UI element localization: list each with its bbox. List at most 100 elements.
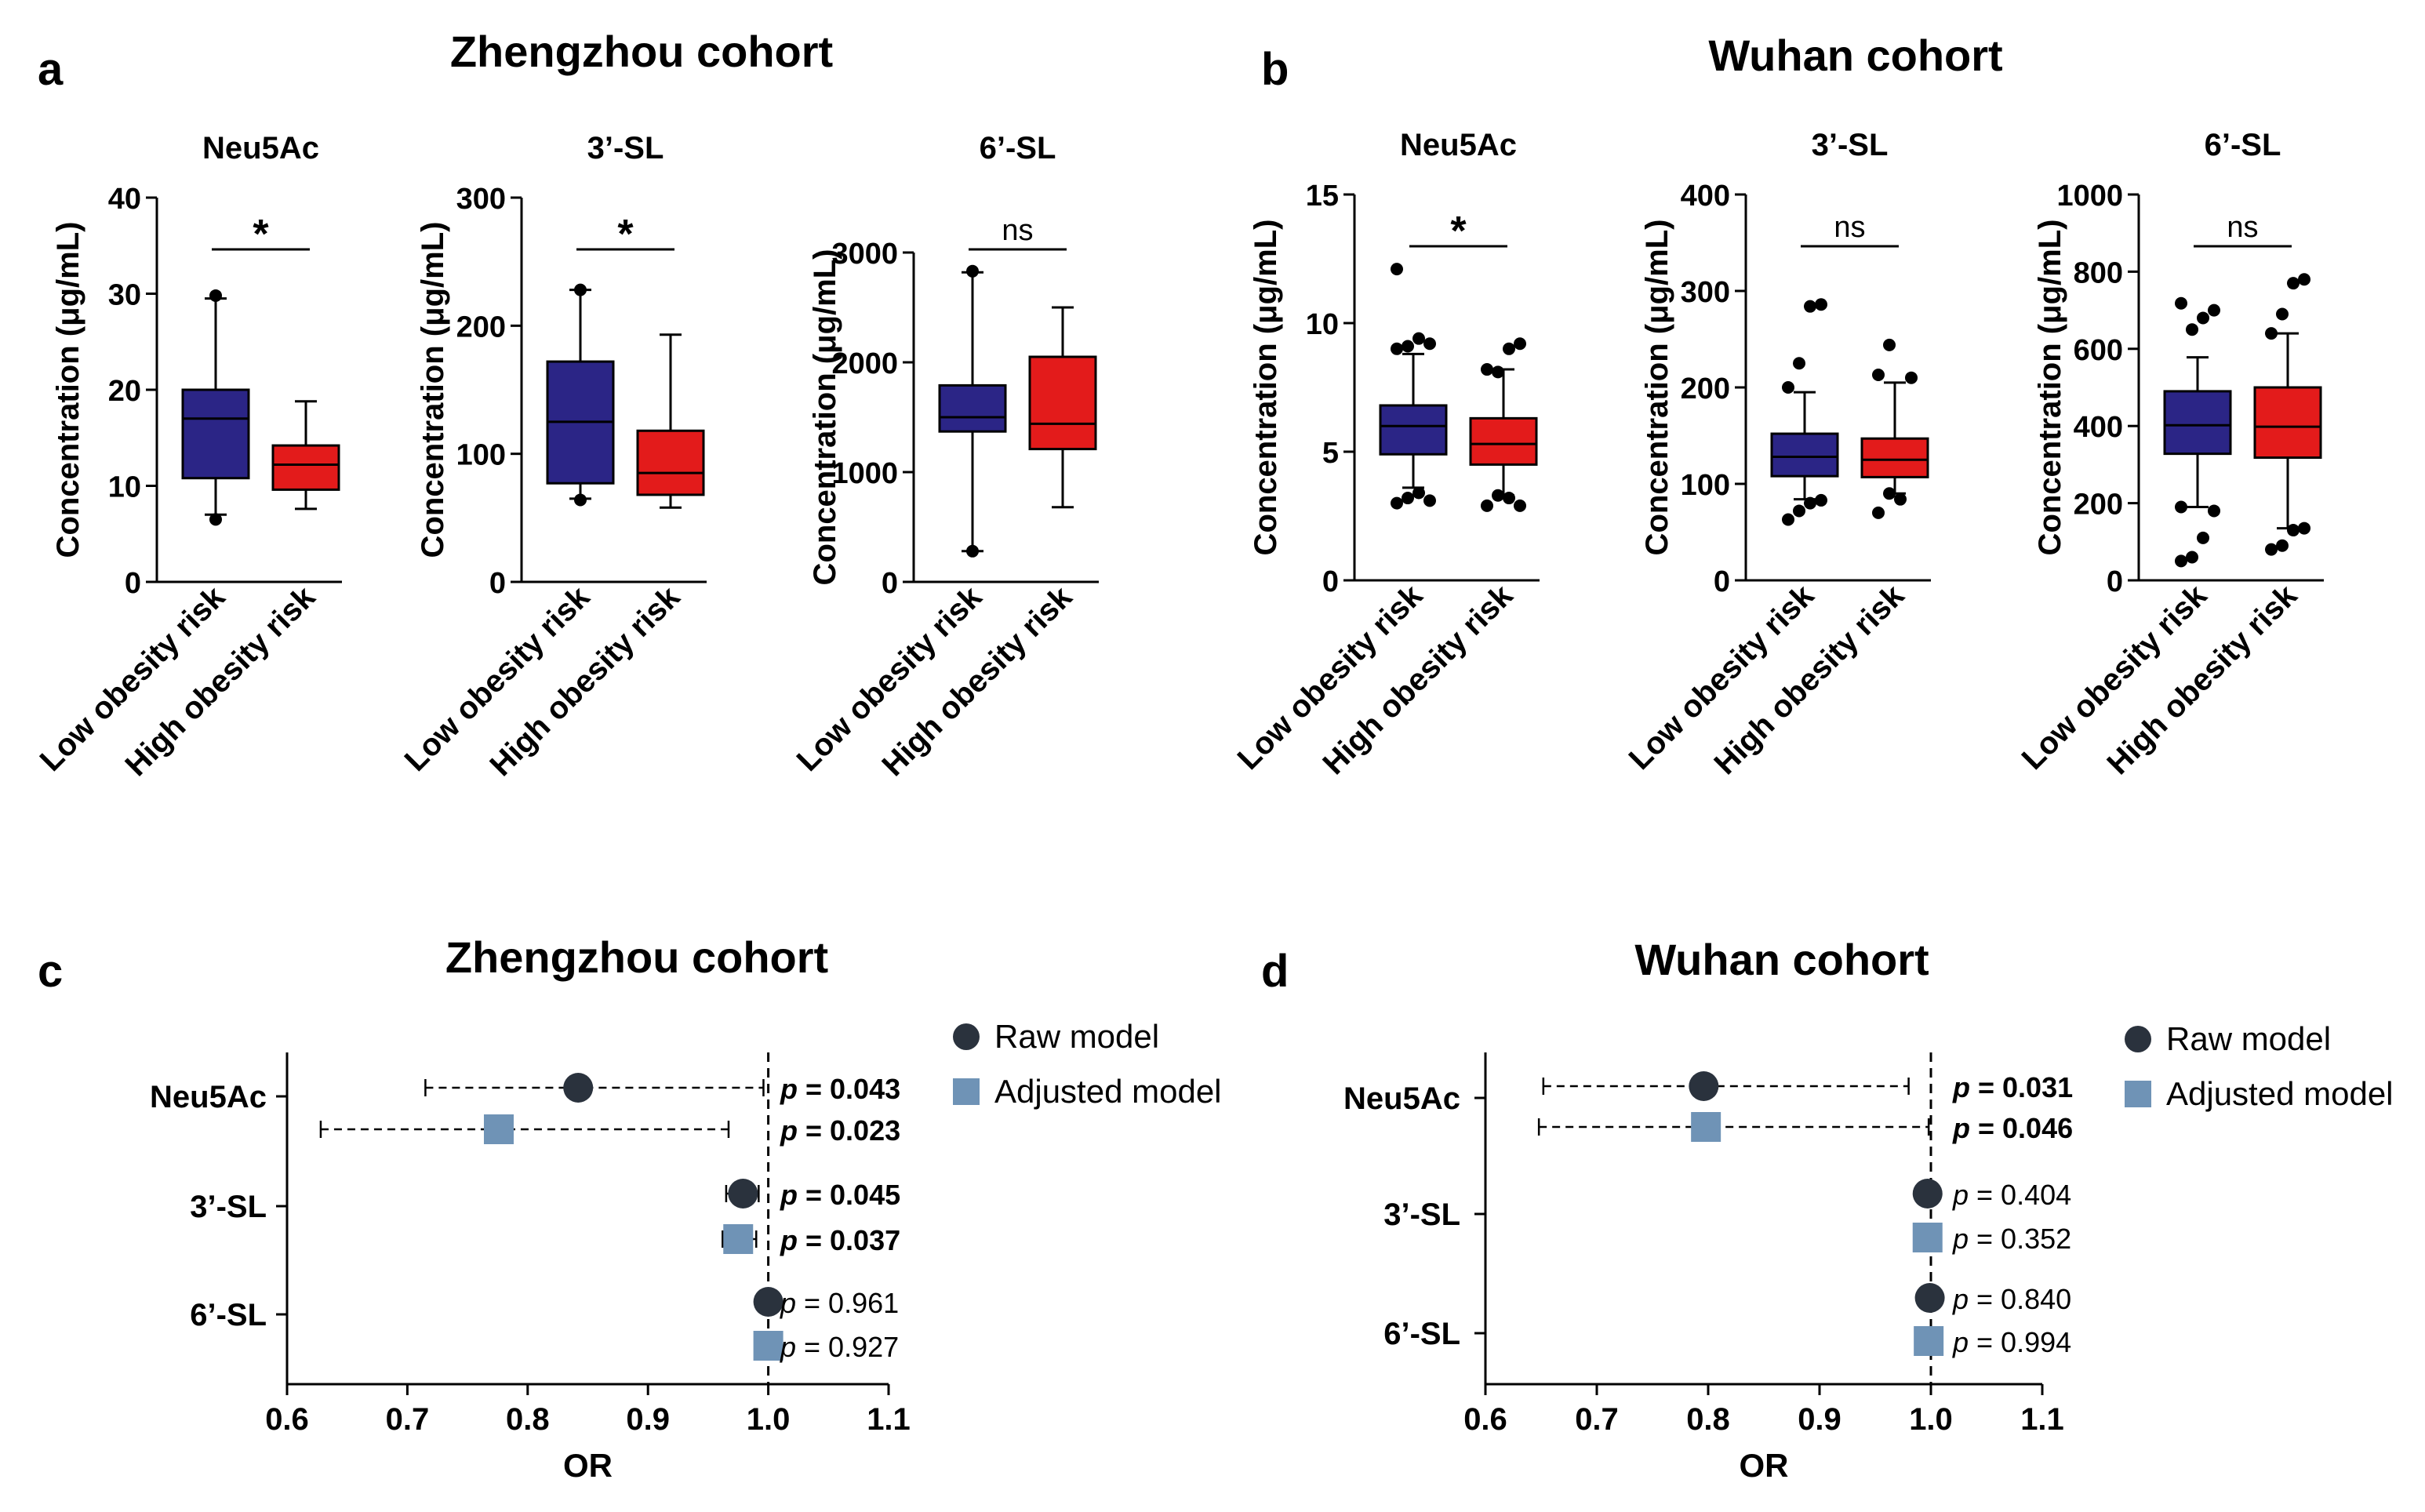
y-tick-label: 600: [2074, 334, 2123, 367]
outlier-point: [966, 264, 979, 278]
significance-label: ns: [1834, 211, 1865, 244]
raw-estimate: p = 0.840: [1914, 1283, 2071, 1315]
y-tick-label: 3000: [831, 238, 898, 271]
y-tick-label: 15: [1306, 180, 1339, 213]
y-axis-label: Concentration (μg/mL): [416, 222, 450, 558]
adjusted-estimate: p = 0.994: [1914, 1326, 2071, 1358]
outlier-point: [1503, 342, 1515, 355]
legend-raw-marker: [953, 1023, 980, 1050]
p-value-label: p = 0.046: [1952, 1112, 2073, 1144]
outlier-point: [2197, 311, 2209, 325]
raw-point-marker: [753, 1287, 783, 1317]
y-axis-label: Concentration (μg/mL): [51, 222, 85, 558]
adjusted-square-marker: [723, 1224, 754, 1254]
y-tick-label: 1000: [2056, 180, 2123, 213]
outlier-point: [1883, 487, 1896, 500]
legend-adjusted-label: Adjusted model: [994, 1073, 1222, 1110]
outlier-point: [1815, 493, 1827, 507]
row-label: 3’-SL: [190, 1190, 267, 1224]
x-tick-label: 0.6: [1463, 1402, 1507, 1437]
x-tick-label: 0.8: [506, 1402, 550, 1437]
raw-estimate: p = 0.404: [1912, 1179, 2071, 1211]
outlier-point: [1412, 332, 1425, 345]
p-value-label: p = 0.961: [780, 1287, 899, 1319]
raw-point-marker: [728, 1179, 758, 1209]
significance-label: *: [253, 212, 269, 257]
legend-adjusted-marker: [2125, 1081, 2151, 1107]
subplot-title: Neu5Ac: [202, 131, 319, 165]
significance-label: *: [617, 212, 634, 257]
outlier-point: [1481, 363, 1493, 376]
legend-raw-label: Raw model: [994, 1018, 1159, 1055]
y-tick-label: 0: [1322, 565, 1339, 598]
x-axis-label: OR: [563, 1447, 613, 1484]
y-tick-label: 800: [2074, 256, 2123, 289]
outlier-point: [2276, 307, 2289, 321]
outlier-point: [1514, 499, 1526, 512]
subplot-title: 6’-SL: [980, 131, 1056, 165]
outlier-point: [1402, 492, 1414, 505]
y-tick-label: 0: [2107, 565, 2123, 598]
p-italic: p: [1952, 1112, 1970, 1144]
outlier-point: [1402, 340, 1414, 353]
p-value: = 0.927: [796, 1331, 899, 1363]
raw-point-marker: [1912, 1179, 1943, 1209]
y-tick-label: 400: [1681, 180, 1730, 213]
outlier-point: [1804, 496, 1816, 510]
p-value: = 0.023: [798, 1114, 900, 1147]
y-tick-label: 10: [1306, 308, 1339, 341]
raw-estimate: p = 0.961: [753, 1287, 899, 1319]
row-label: Neu5Ac: [150, 1080, 267, 1114]
p-value-label: p = 0.037: [780, 1224, 900, 1256]
row-label: 6’-SL: [190, 1298, 267, 1332]
x-tick-label: 0.9: [1798, 1402, 1841, 1437]
adjusted-square-marker: [1691, 1112, 1721, 1142]
outlier-point: [1503, 492, 1515, 505]
outlier-point: [2265, 543, 2278, 556]
box-iqr: [636, 429, 705, 496]
y-tick-label: 0: [1714, 565, 1730, 598]
raw-point-marker: [563, 1073, 594, 1103]
y-axis-label: Concentration (μg/mL): [1249, 220, 1283, 556]
outlier-point: [2298, 522, 2310, 535]
raw-estimate: p = 0.045: [725, 1179, 900, 1211]
outlier-point: [1905, 371, 1918, 384]
x-tick-label: 0.6: [265, 1402, 309, 1437]
cohort-title-c: Zhengzhou cohort: [445, 932, 828, 982]
box-iqr: [2253, 386, 2322, 460]
x-axis-label: OR: [1740, 1447, 1789, 1484]
p-italic: p: [780, 1073, 798, 1105]
p-value: = 0.046: [1970, 1112, 2073, 1144]
cohort-title-a: Zhengzhou cohort: [450, 27, 833, 76]
outlier-point: [2186, 323, 2198, 336]
x-tick-label: 1.1: [867, 1402, 911, 1437]
y-tick-label: 0: [489, 567, 506, 600]
outlier-point: [209, 289, 222, 302]
p-italic: p: [780, 1114, 798, 1147]
raw-point-marker: [1689, 1071, 1719, 1101]
outlier-point: [2208, 303, 2220, 317]
y-tick-label: 2000: [831, 347, 898, 380]
box-iqr: [1379, 404, 1448, 456]
adjusted-estimate: p = 0.037: [722, 1224, 900, 1256]
outlier-point: [1815, 298, 1827, 311]
p-value-label: p = 0.023: [780, 1114, 900, 1147]
y-tick-label: 400: [2074, 411, 2123, 444]
box-iqr: [1770, 432, 1839, 478]
p-value: = 0.045: [798, 1179, 900, 1211]
y-axis-label: Concentration (μg/mL): [808, 249, 842, 586]
outlier-point: [2287, 524, 2300, 537]
y-tick-label: 30: [108, 279, 141, 312]
adjusted-square-marker: [483, 1114, 514, 1144]
p-value-label: p = 0.840: [1952, 1283, 2071, 1315]
p-italic: p: [1952, 1283, 1969, 1315]
panel-label-c: c: [38, 946, 63, 997]
x-tick-label: 1.0: [1909, 1402, 1953, 1437]
p-value-label: p = 0.045: [780, 1179, 900, 1211]
y-tick-label: 10: [108, 471, 141, 504]
p-value-label: p = 0.352: [1952, 1223, 2071, 1255]
